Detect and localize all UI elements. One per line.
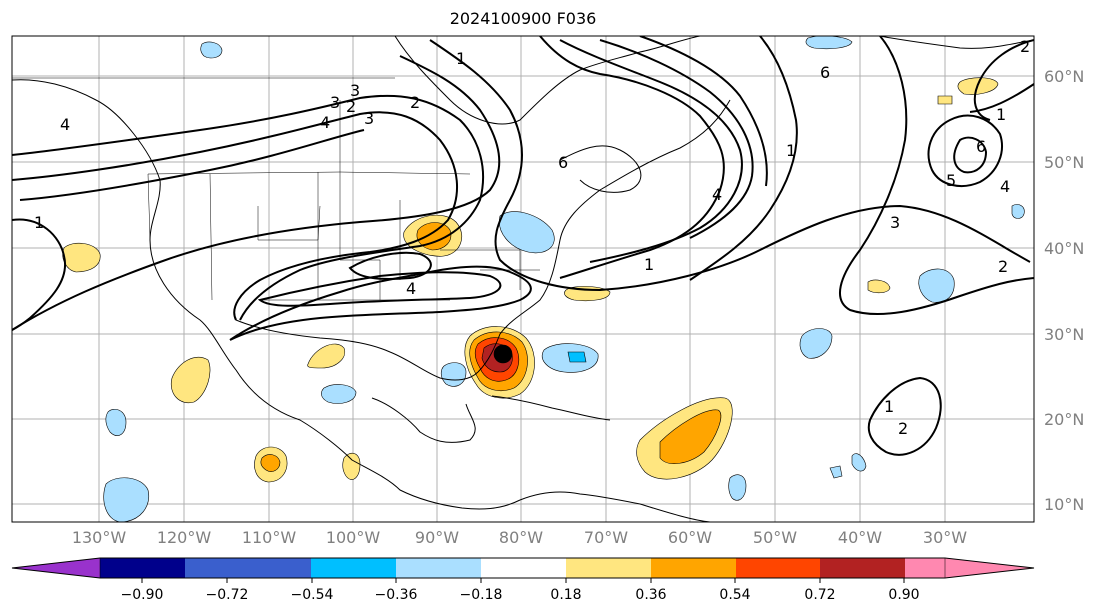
contour-label: 4 — [60, 115, 70, 134]
lat-tick-label: 30°N — [1044, 325, 1085, 344]
colorbar — [11, 557, 1035, 583]
contour-label: 1 — [644, 255, 654, 274]
contour-lines — [12, 36, 1034, 456]
colorbar-segment — [820, 558, 905, 578]
colorbar-segment — [905, 558, 945, 578]
colorbar-tick-label: −0.54 — [290, 587, 334, 603]
contour-label: 3 — [364, 109, 374, 128]
lat-tick-label: 40°N — [1044, 239, 1085, 258]
lon-tick-label: 50°W — [752, 528, 798, 547]
colorbar-segment — [311, 558, 396, 578]
contour-label: 6 — [976, 137, 986, 156]
colorbar-segment — [481, 558, 566, 578]
lat-tick-label: 60°N — [1044, 67, 1085, 86]
colorbar-tick-label: −0.36 — [374, 587, 418, 603]
lat-tick-label: 50°N — [1044, 153, 1085, 172]
contour-label: 3 — [330, 93, 340, 112]
contour-label: 1 — [456, 49, 466, 68]
lon-tick-label: 30°W — [922, 528, 968, 547]
colorbar-segment — [396, 558, 481, 578]
lon-tick-label: 90°W — [414, 528, 460, 547]
contour-label: 2 — [410, 93, 420, 112]
lon-tick-label: 40°W — [837, 528, 883, 547]
colorbar-segment — [651, 558, 736, 578]
contour-label: 5 — [946, 171, 956, 190]
colorbar-segment — [100, 558, 185, 578]
contour-label: 4 — [320, 113, 330, 132]
contour-label: 1 — [34, 213, 44, 232]
colorbar-segment — [945, 558, 1034, 578]
contour-label: 2 — [898, 419, 908, 438]
lon-tick-label: 70°W — [583, 528, 629, 547]
colorbar-tick-label: 0.72 — [804, 587, 836, 603]
colorbar-segment — [185, 558, 269, 578]
contour-label: 1 — [996, 105, 1006, 124]
contour-label: 2 — [1020, 37, 1030, 56]
lon-tick-label: 80°W — [498, 528, 544, 547]
coastlines — [12, 36, 1034, 522]
hurricane-center-marker — [493, 344, 513, 364]
colorbar-tick-label: −0.72 — [205, 587, 249, 603]
contour-label: 4 — [712, 185, 722, 204]
contour-label: 6 — [558, 153, 568, 172]
colorbar-tick-label: 0.36 — [635, 587, 667, 603]
contour-label: 2 — [346, 97, 356, 116]
map-area: 1 2 3 4 6 4 3 2 1 4 1 1 4 3 2 1 6 5 4 1 … — [12, 36, 1034, 522]
colorbar-tick-label: 0.18 — [550, 587, 582, 603]
map-frame — [11, 35, 1035, 523]
contour-label: 1 — [786, 141, 796, 160]
colorbar-tick-label: 0.54 — [719, 587, 751, 603]
northeast-cool-patch — [499, 211, 555, 254]
contour-label: 2 — [998, 257, 1008, 276]
colorbar-segment — [736, 558, 820, 578]
contour-label: 6 — [820, 63, 830, 82]
colorbar-segment — [12, 558, 100, 578]
contour-label: 3 — [890, 213, 900, 232]
colorbar-tick-label: −0.90 — [120, 587, 164, 603]
colorbar-tick-label: −0.18 — [459, 587, 503, 603]
contour-label: 4 — [406, 279, 416, 298]
colorbar-tick-label: 0.90 — [888, 587, 920, 603]
lat-tick-label: 20°N — [1044, 410, 1085, 429]
contour-label: 4 — [1000, 177, 1010, 196]
colorbar-segment — [566, 558, 651, 578]
contour-label: 3 — [350, 81, 360, 100]
lon-tick-label: 60°W — [667, 528, 713, 547]
contour-label: 1 — [884, 397, 894, 416]
pacific-cool-patch — [103, 477, 150, 522]
map-title: 2024100900 F036 — [449, 9, 597, 28]
lon-tick-label: 120°W — [156, 528, 212, 547]
contour-label-group: 1 2 3 4 6 4 3 2 1 4 1 1 4 3 2 1 6 5 4 1 … — [34, 37, 1030, 438]
lon-tick-label: 110°W — [241, 528, 297, 547]
lon-tick-label: 100°W — [325, 528, 381, 547]
lon-tick-label: 130°W — [71, 528, 127, 547]
gridlines — [12, 36, 1034, 522]
lat-tick-label: 10°N — [1044, 495, 1085, 514]
